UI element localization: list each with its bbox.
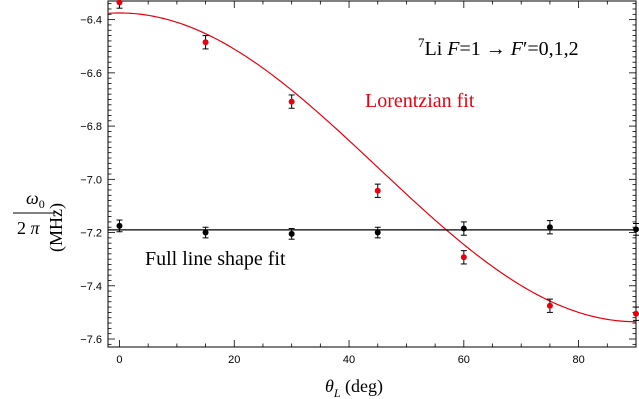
y-tick-label: −6.6 (80, 68, 102, 80)
y-tick-label: −6.8 (80, 121, 102, 133)
x-tick-label: 60 (458, 354, 470, 366)
data-point (546, 302, 553, 309)
transition-Fp: F (510, 38, 524, 60)
data-point (116, 222, 123, 229)
y-axis-label: ω0 2 π (MHz) (13, 188, 67, 252)
data-point (288, 230, 295, 237)
svg-text:2 π: 2 π (17, 218, 41, 238)
data-point (374, 187, 381, 194)
full-line-label: Full line shape fit (145, 248, 286, 270)
data-points (116, 0, 639, 321)
svg-text:ω0: ω0 (26, 188, 45, 211)
data-point (116, 0, 123, 6)
transition-F: F (446, 38, 460, 60)
data-point (460, 254, 467, 261)
data-point (633, 310, 639, 317)
x-tick-label: 0 (116, 354, 122, 366)
y-tick-label: −6.4 (80, 15, 102, 27)
fit-curves (107, 12, 637, 323)
axis-ticks: −7.6 −7.4 −7.2 −7.0 −6.8 −6.6 −6.4 0 20 40 60 80 (80, 1, 637, 366)
x-axis-label: θL (deg) (325, 376, 383, 399)
lorentzian-label: Lorentzian fit (365, 90, 475, 112)
data-point (374, 229, 381, 236)
svg-text:(MHz): (MHz) (46, 203, 67, 252)
y-tick-label: −7.6 (80, 334, 102, 346)
x-tick-label: 40 (343, 354, 355, 366)
y-tick-label: −7.2 (80, 228, 102, 240)
x-tick-label: 80 (572, 354, 584, 366)
data-point (633, 226, 639, 233)
transition-element: Li (425, 38, 448, 60)
data-point (460, 225, 467, 232)
data-point (546, 224, 553, 231)
transition-eq1: =1 → (460, 38, 511, 60)
transition-prime: ′ (523, 38, 527, 60)
data-point (288, 98, 295, 105)
data-point (202, 229, 209, 236)
transition-eq2: =0,1,2 (527, 38, 578, 60)
transition-label: 7Li F=1 → F′=0,1,2 (418, 35, 579, 60)
data-point (202, 39, 209, 46)
y-tick-label: −7.0 (80, 174, 102, 186)
fit-curve (107, 12, 637, 323)
x-tick-label: 20 (228, 354, 240, 366)
transition-sup: 7 (418, 35, 425, 50)
y-tick-label: −7.4 (80, 281, 102, 293)
